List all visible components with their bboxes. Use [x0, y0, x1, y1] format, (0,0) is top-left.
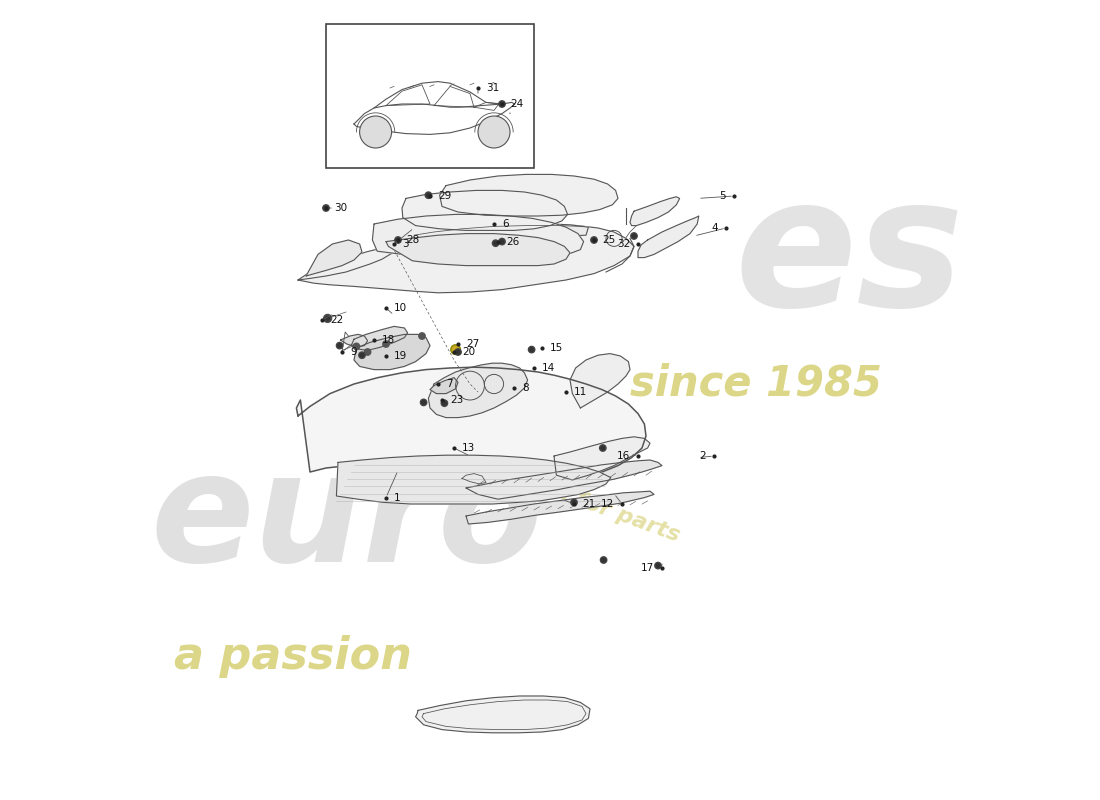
Polygon shape — [440, 174, 618, 216]
Text: a passion for parts: a passion for parts — [454, 446, 683, 546]
Circle shape — [498, 101, 505, 107]
Polygon shape — [570, 354, 630, 408]
Circle shape — [654, 562, 661, 569]
Polygon shape — [554, 437, 650, 480]
Text: 20: 20 — [462, 347, 475, 357]
Text: 17: 17 — [640, 563, 654, 573]
Text: 2: 2 — [700, 451, 706, 461]
Circle shape — [364, 349, 371, 355]
Text: 25: 25 — [602, 235, 615, 245]
Circle shape — [426, 192, 431, 198]
Polygon shape — [354, 334, 430, 370]
Polygon shape — [337, 455, 610, 504]
Polygon shape — [466, 491, 654, 524]
Text: 11: 11 — [574, 387, 587, 397]
Circle shape — [360, 116, 392, 148]
Circle shape — [420, 399, 427, 406]
Polygon shape — [402, 190, 568, 230]
Polygon shape — [352, 326, 408, 350]
Text: since 1985: since 1985 — [630, 363, 882, 405]
Circle shape — [359, 352, 365, 358]
Circle shape — [337, 342, 343, 349]
Circle shape — [630, 233, 637, 239]
Polygon shape — [416, 696, 590, 733]
Polygon shape — [638, 216, 698, 258]
Text: 16: 16 — [617, 451, 630, 461]
Circle shape — [451, 345, 461, 354]
Polygon shape — [386, 234, 570, 266]
Text: 23: 23 — [450, 395, 463, 405]
Text: 32: 32 — [617, 239, 630, 249]
Text: 29: 29 — [438, 191, 451, 201]
Circle shape — [353, 343, 360, 350]
Text: 18: 18 — [382, 335, 395, 345]
Text: 26: 26 — [506, 237, 519, 246]
Circle shape — [441, 400, 448, 406]
Text: euro: euro — [150, 446, 542, 594]
Text: 28: 28 — [406, 235, 419, 245]
Polygon shape — [466, 460, 662, 499]
Text: 5: 5 — [719, 191, 726, 201]
Text: 4: 4 — [712, 223, 718, 233]
Text: a passion: a passion — [174, 634, 411, 678]
Polygon shape — [398, 224, 588, 246]
Text: 7: 7 — [446, 379, 452, 389]
Polygon shape — [373, 214, 584, 259]
Text: 8: 8 — [522, 383, 529, 393]
Polygon shape — [340, 334, 367, 347]
Text: 21: 21 — [582, 499, 595, 509]
Text: 27: 27 — [466, 339, 480, 349]
Circle shape — [571, 499, 578, 506]
Polygon shape — [430, 378, 458, 394]
Text: 30: 30 — [334, 203, 348, 213]
Circle shape — [324, 315, 331, 322]
Text: 24: 24 — [510, 99, 524, 109]
Circle shape — [600, 445, 606, 451]
Polygon shape — [296, 367, 646, 478]
Polygon shape — [630, 197, 680, 226]
Text: 31: 31 — [486, 83, 499, 93]
Text: 10: 10 — [394, 303, 407, 313]
Text: 22: 22 — [330, 315, 343, 325]
Text: es: es — [734, 168, 964, 344]
Text: 14: 14 — [542, 363, 556, 373]
Text: 6: 6 — [502, 219, 508, 229]
Polygon shape — [428, 363, 528, 418]
Text: 3: 3 — [402, 239, 408, 249]
Text: 13: 13 — [462, 443, 475, 453]
Circle shape — [478, 116, 510, 148]
Text: 1: 1 — [394, 493, 400, 502]
Polygon shape — [306, 240, 362, 276]
Circle shape — [601, 557, 607, 563]
Text: 9: 9 — [350, 347, 356, 357]
Circle shape — [419, 333, 426, 339]
Circle shape — [493, 240, 498, 246]
Polygon shape — [298, 224, 634, 293]
Circle shape — [591, 237, 597, 243]
Circle shape — [383, 341, 389, 347]
Circle shape — [395, 237, 402, 243]
Circle shape — [498, 238, 505, 245]
Circle shape — [528, 346, 535, 353]
FancyBboxPatch shape — [326, 24, 534, 168]
Circle shape — [454, 349, 461, 355]
Circle shape — [322, 205, 329, 211]
Text: 15: 15 — [550, 343, 563, 353]
Text: 19: 19 — [394, 351, 407, 361]
Text: 12: 12 — [601, 499, 614, 509]
Circle shape — [323, 314, 331, 322]
